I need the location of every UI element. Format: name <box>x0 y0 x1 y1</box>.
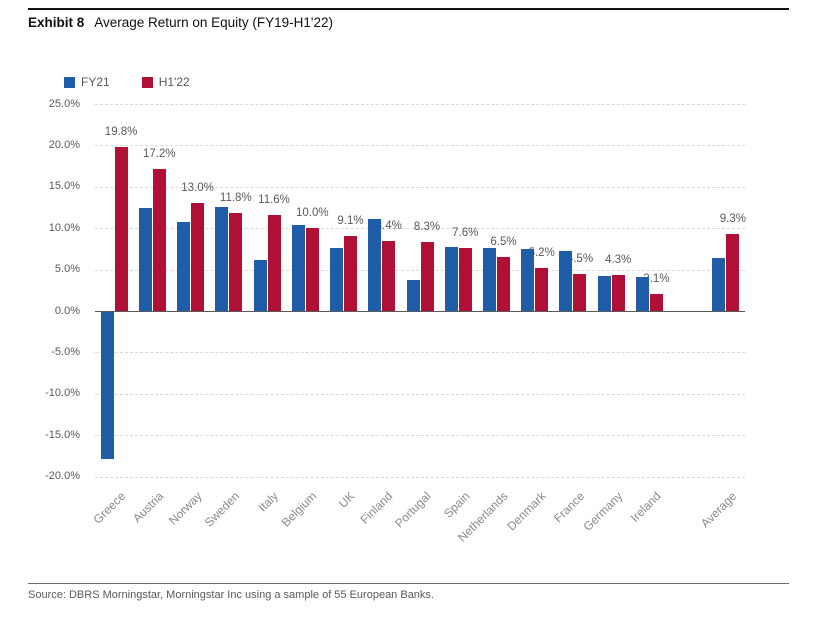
data-label-germany: 4.3% <box>605 254 632 267</box>
legend-item-fy21: FY21 <box>64 75 110 89</box>
bar-fy21-italy <box>253 259 267 311</box>
legend-swatch-fy21-icon <box>64 76 75 88</box>
bar-fy21-france <box>559 251 573 311</box>
data-label-greece: 19.8% <box>104 126 138 139</box>
bar-h122-denmark <box>535 267 549 311</box>
data-label-denmark: 5.2% <box>528 246 555 259</box>
data-label-ireland: 2.1% <box>643 272 670 285</box>
x-axis-label-italy: Italy <box>255 489 281 515</box>
exhibit-title: Exhibit 8 Average Return on Equity (FY19-… <box>28 15 333 30</box>
data-label-belgium: 10.0% <box>295 207 329 220</box>
x-axis-label-spain: Spain <box>440 489 473 521</box>
x-axis-label-sweden: Sweden <box>202 489 243 530</box>
gridline-5 <box>95 269 745 271</box>
data-label-average: 9.3% <box>719 212 746 225</box>
gridline--20 <box>95 476 745 478</box>
legend-item-h122: H1'22 <box>141 75 190 89</box>
bar-h122-italy <box>267 214 281 311</box>
bar-fy21-average <box>712 258 726 311</box>
exhibit-number: Exhibit 8 <box>28 15 85 30</box>
gridline--10 <box>95 393 745 395</box>
x-axis-label-average: Average <box>698 489 740 531</box>
y-axis-tick-label: -20.0% <box>45 470 80 483</box>
top-rule <box>28 8 789 10</box>
bar-fy21-uk <box>330 248 344 311</box>
bar-h122-austria <box>152 168 166 311</box>
bar-fy21-germany <box>597 276 611 311</box>
bar-fy21-spain <box>444 247 458 311</box>
x-axis-label-ireland: Ireland <box>627 489 664 525</box>
legend-label-h122: H1'22 <box>158 75 190 89</box>
y-axis-tick-label: 10.0% <box>48 221 80 234</box>
data-label-spain: 7.6% <box>452 227 479 240</box>
gridline-10 <box>95 228 745 230</box>
chart-legend: FY21 H1'22 <box>64 75 190 89</box>
gridline-15 <box>95 186 745 188</box>
bar-h122-sweden <box>229 213 243 311</box>
legend-label-fy21: FY21 <box>81 75 110 89</box>
bar-h122-finland <box>382 241 396 311</box>
bar-fy21-portugal <box>406 279 420 311</box>
y-axis-tick-label: 0.0% <box>54 304 80 317</box>
data-label-austria: 17.2% <box>143 147 176 160</box>
gridline--5 <box>95 352 745 354</box>
x-axis-label-greece: Greece <box>90 489 129 527</box>
x-axis-label-denmark: Denmark <box>504 489 549 534</box>
y-axis-tick-label: -10.0% <box>45 387 80 400</box>
bar-h122-ireland <box>649 293 663 311</box>
legend-swatch-h122-icon <box>141 76 153 88</box>
y-axis-tick-label: -5.0% <box>51 345 80 358</box>
bar-fy21-finland <box>368 219 382 311</box>
x-axis-label-france: France <box>550 489 587 526</box>
x-axis-label-portugal: Portugal <box>392 489 434 531</box>
bar-fy21-greece <box>100 311 114 460</box>
bar-h122-netherlands <box>496 257 510 311</box>
bar-fy21-ireland <box>635 277 649 311</box>
y-axis-tick-label: 5.0% <box>54 263 80 276</box>
source-note: Source: DBRS Morningstar, Morningstar In… <box>28 589 434 601</box>
y-axis-tick-label: 15.0% <box>48 180 80 193</box>
x-axis-label-norway: Norway <box>165 489 205 528</box>
chart-title: Average Return on Equity (FY19-H1'22) <box>94 15 333 30</box>
bar-h122-uk <box>344 235 358 311</box>
bar-h122-norway <box>191 203 205 311</box>
x-axis-label-austria: Austria <box>129 489 167 526</box>
x-axis-label-belgium: Belgium <box>278 489 320 530</box>
bar-h122-germany <box>611 275 625 311</box>
gridline-25 <box>95 104 745 105</box>
data-label-france: 4.5% <box>566 252 594 265</box>
x-axis-label-finland: Finland <box>357 489 396 527</box>
y-axis-tick-label: -15.0% <box>45 428 80 441</box>
bottom-rule <box>28 583 789 584</box>
bar-fy21-sweden <box>215 206 229 311</box>
gridline-20 <box>95 145 745 147</box>
bar-fy21-austria <box>138 208 152 311</box>
bar-fy21-netherlands <box>482 248 496 311</box>
bar-h122-greece <box>114 147 128 311</box>
y-axis-tick-label: 20.0% <box>48 138 80 151</box>
data-label-netherlands: 6.5% <box>490 236 517 249</box>
zero-axis-line <box>95 311 745 312</box>
data-label-portugal: 8.3% <box>413 221 441 234</box>
bar-fy21-denmark <box>521 248 535 311</box>
data-label-sweden: 11.8% <box>219 192 252 205</box>
bar-fy21-norway <box>177 222 191 311</box>
data-label-italy: 11.6% <box>258 193 290 206</box>
y-axis-tick-label: 25.0% <box>48 97 80 110</box>
bar-h122-portugal <box>420 242 434 311</box>
x-axis-label-uk: UK <box>335 489 358 511</box>
data-label-finland: 8.4% <box>375 220 402 233</box>
bar-h122-average <box>726 233 740 311</box>
bar-fy21-belgium <box>291 224 305 311</box>
bar-h122-spain <box>458 248 472 311</box>
bar-h122-belgium <box>305 228 319 311</box>
gridline--15 <box>95 435 745 437</box>
data-label-uk: 9.1% <box>337 214 364 227</box>
bar-h122-france <box>573 273 587 311</box>
data-label-norway: 13.0% <box>181 182 214 195</box>
x-axis-label-germany: Germany <box>580 489 626 534</box>
